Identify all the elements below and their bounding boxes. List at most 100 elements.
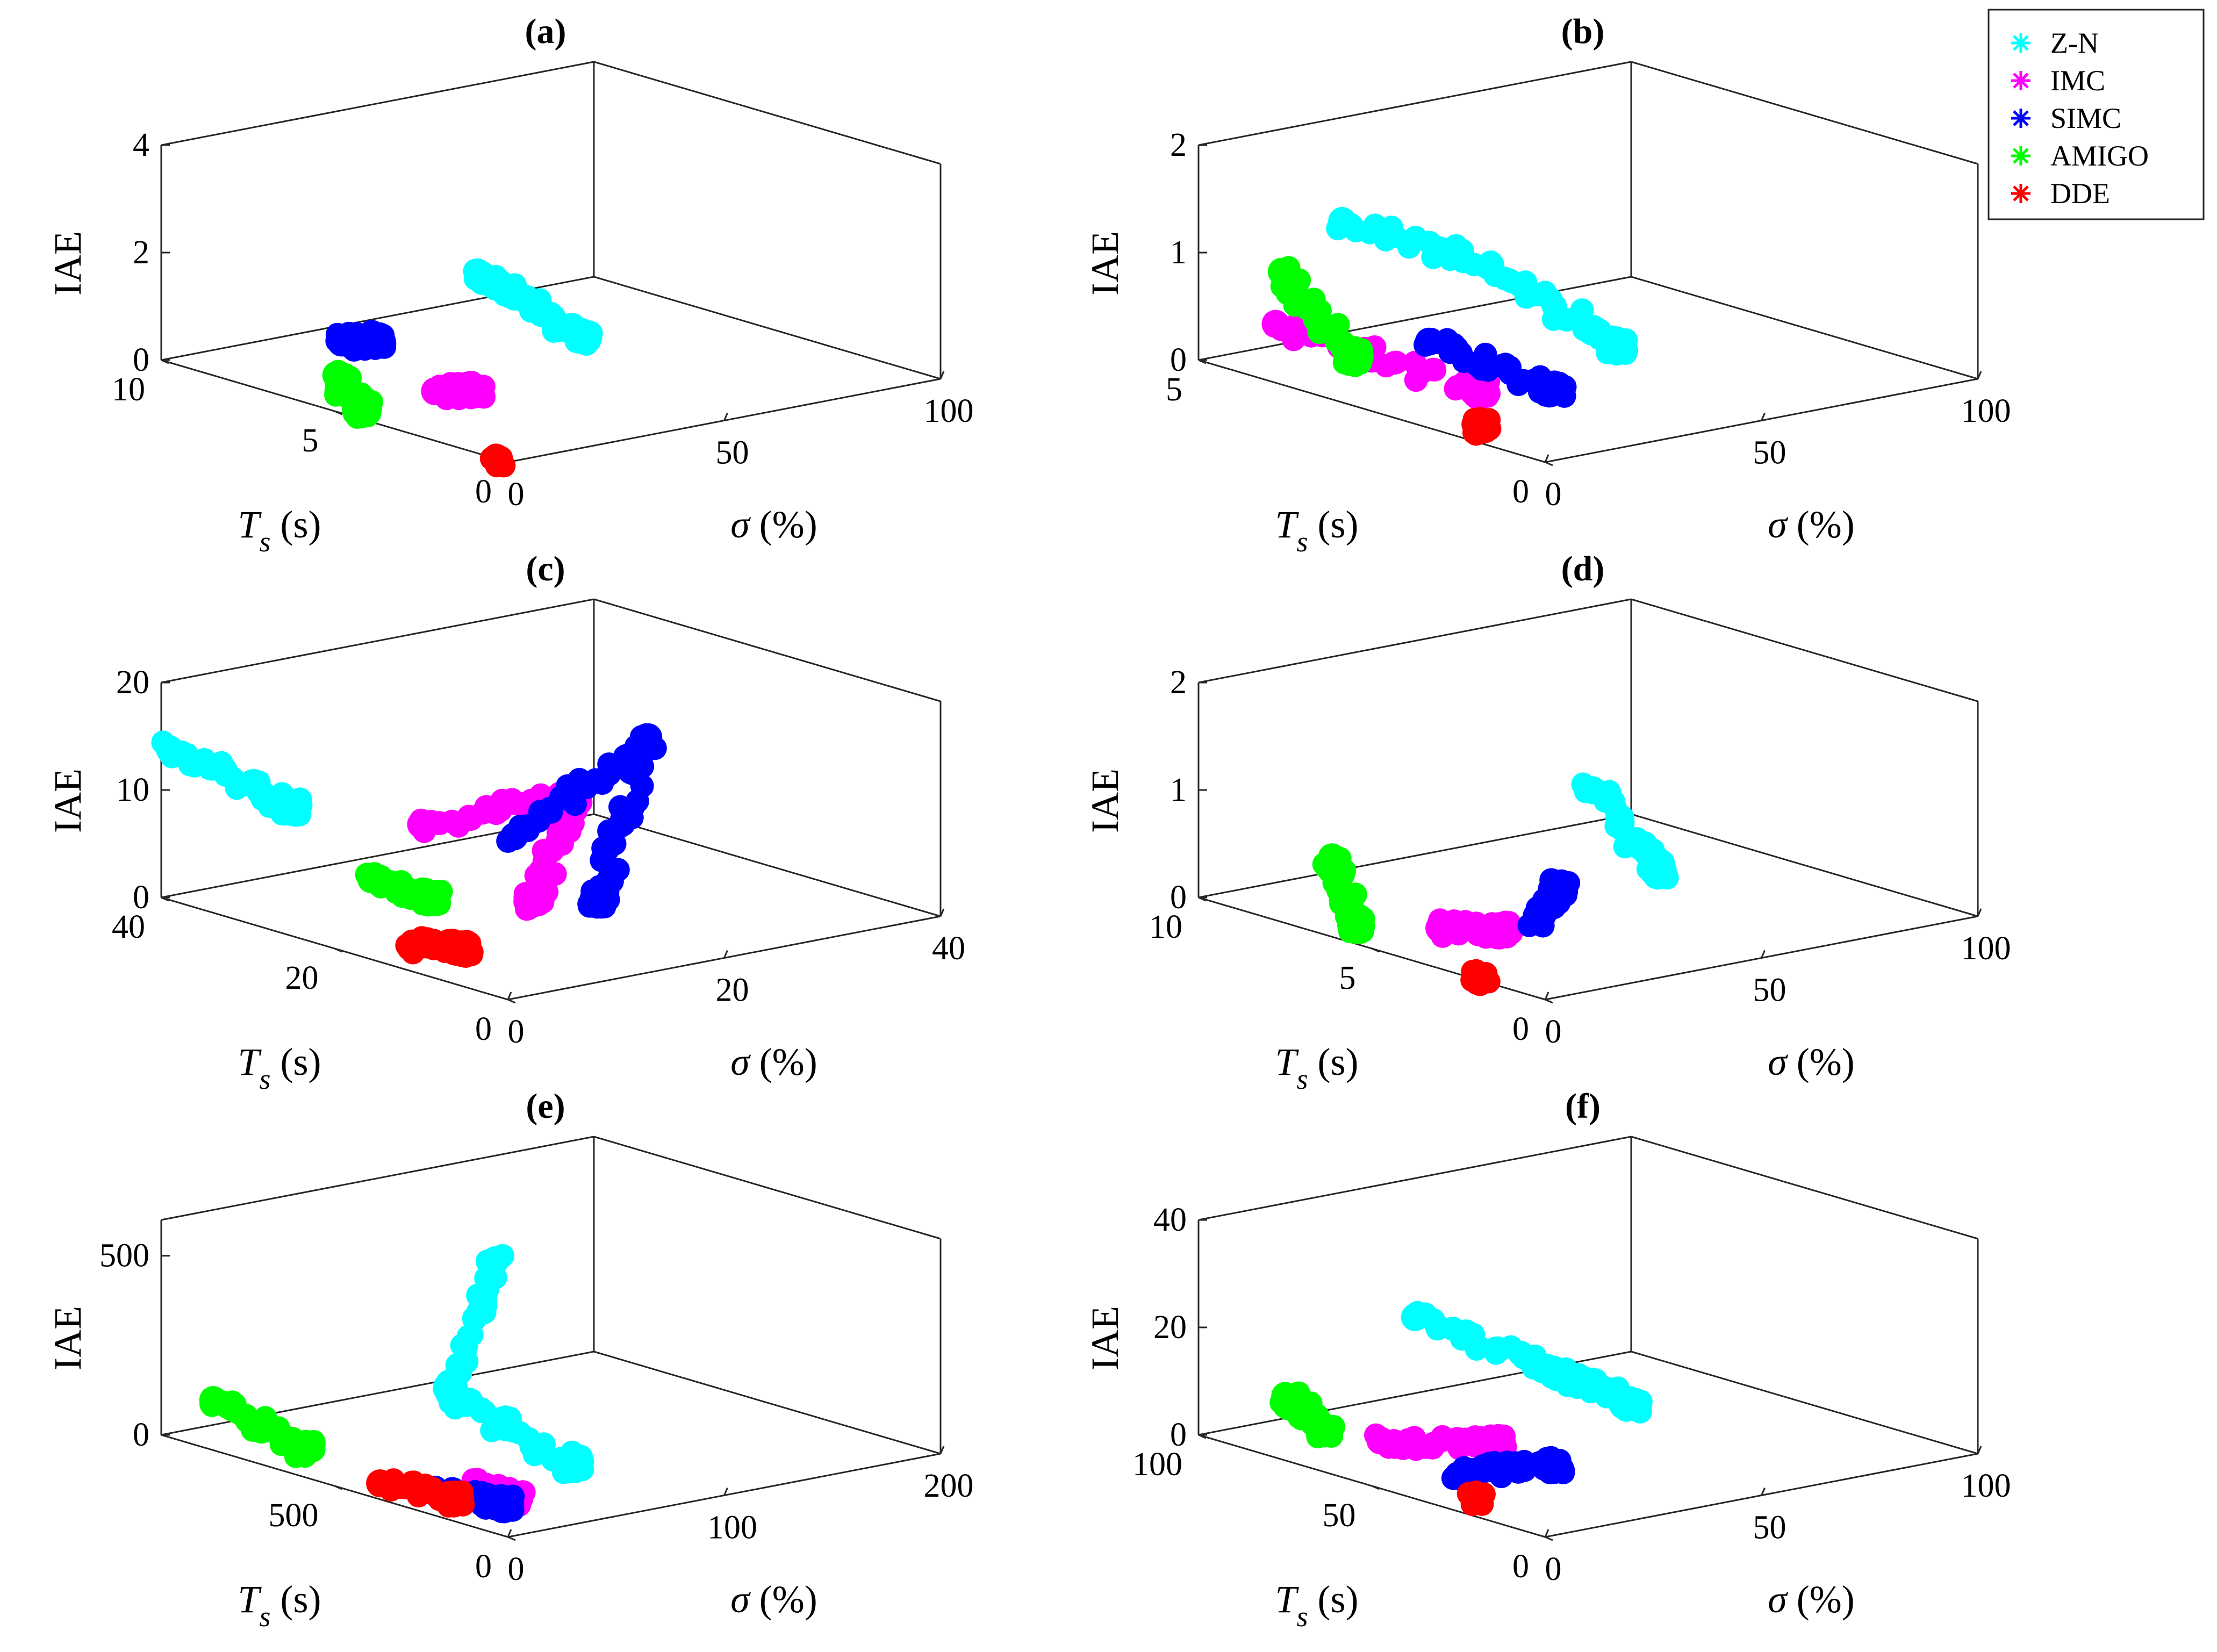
y-tick-mark — [334, 1485, 343, 1490]
point-cloud-mark — [1351, 914, 1375, 938]
x-axis-label-symbol: σ — [1768, 1040, 1788, 1083]
z-axis-label: IAE — [1084, 1306, 1127, 1370]
point-cloud-mark — [354, 404, 378, 428]
panel-e: 0 100 200 0 500 0 500 σ (%) Ts (s) IAE (e) — [46, 1087, 974, 1633]
y-axis-label-subscript: s — [260, 1063, 271, 1095]
x-tick-mark — [1544, 1529, 1549, 1538]
x-tick-label: 200 — [924, 1468, 974, 1504]
x-axis-label-symbol: σ — [730, 503, 751, 546]
y-axis-label-symbol: T — [238, 1578, 262, 1621]
y-tick-mark — [507, 1536, 516, 1541]
x-tick-mark — [1977, 371, 1982, 379]
y-tick-mark — [334, 947, 343, 953]
x-tick-mark — [723, 950, 728, 959]
point-cloud-mark — [1538, 374, 1562, 398]
y-axis-label: Ts (s) — [1275, 503, 1358, 558]
z-tick-label: 2 — [133, 234, 149, 271]
point-cloud-mark — [513, 882, 537, 906]
y-axis-label-symbol: T — [1275, 1578, 1299, 1621]
legend-item-amigo: AMIGO — [2011, 140, 2149, 172]
legend-marker-asterisk — [2013, 110, 2029, 126]
x-tick-mark — [507, 1529, 512, 1538]
series-simc — [325, 320, 397, 362]
x-tick-mark — [939, 371, 945, 379]
z-axis-label: IAE — [46, 1306, 89, 1370]
z-tick-label: 0 — [1170, 879, 1187, 916]
point-cloud-mark — [590, 848, 614, 872]
y-axis-label-subscript: s — [1297, 1600, 1308, 1633]
series-amigo — [1312, 843, 1375, 944]
series-dde — [395, 926, 484, 968]
x-axis-label-unit: (%) — [750, 1578, 817, 1621]
point-cloud-mark — [288, 788, 312, 812]
x-tick-mark — [1761, 950, 1766, 959]
series-dde — [1457, 1480, 1496, 1517]
point-cloud-mark — [1485, 918, 1509, 942]
y-tick-label: 5 — [1166, 371, 1182, 408]
point-cloud-mark — [1479, 1428, 1503, 1452]
legend-marker-asterisk — [2013, 73, 2029, 89]
right-top-edge — [1631, 61, 1978, 165]
back-top-edge — [161, 61, 594, 146]
point-cloud-mark — [1332, 350, 1357, 375]
y-tick-mark — [1545, 461, 1553, 466]
series-z-n — [1571, 772, 1679, 890]
legend-item-dde: DDE — [2011, 177, 2110, 210]
x-tick-label: 20 — [716, 972, 749, 1009]
y-tick-label: 0 — [475, 1548, 492, 1585]
x-tick-mark — [1544, 454, 1549, 463]
series-z-n — [1326, 207, 1639, 366]
point-cloud-mark — [1421, 245, 1445, 269]
point-cloud-mark — [580, 879, 605, 903]
y-axis-label: Ts (s) — [1275, 1578, 1358, 1633]
panel-title: (c) — [526, 549, 565, 588]
x-axis-label-symbol: σ — [1768, 1578, 1788, 1621]
x-tick-label: 0 — [508, 1551, 525, 1588]
z-tick-label: 1 — [1170, 234, 1187, 271]
right-floor-edge — [1631, 276, 1978, 380]
right-top-edge — [593, 1136, 941, 1240]
x-axis-label: σ (%) — [730, 503, 817, 546]
y-tick-mark — [334, 410, 343, 415]
series-simc — [1441, 1446, 1575, 1490]
back-top-edge — [1198, 1136, 1632, 1221]
x-tick-label: 100 — [1961, 1468, 2011, 1504]
x-axis-label-symbol: σ — [730, 1578, 751, 1621]
point-cloud-mark — [370, 326, 394, 350]
point-cloud-mark — [1613, 331, 1638, 355]
right-floor-edge — [593, 276, 941, 380]
back-top-edge — [1198, 61, 1632, 146]
legend-marker-asterisk — [2013, 148, 2029, 164]
y-tick-mark — [1545, 999, 1553, 1004]
point-cloud-mark — [479, 447, 504, 471]
series-simc — [1414, 327, 1577, 408]
y-axis-label-unit: (s) — [271, 1578, 321, 1621]
legend-item-imc: IMC — [2011, 64, 2105, 97]
x-tick-label: 0 — [508, 476, 525, 513]
point-cloud-mark — [437, 1481, 462, 1505]
y-axis-label-subscript: s — [260, 1600, 271, 1633]
x-tick-label: 0 — [1545, 476, 1562, 513]
series-dde — [1460, 959, 1501, 996]
x-tick-mark — [723, 412, 728, 421]
y-axis-label-unit: (s) — [271, 1040, 321, 1083]
series-amigo — [355, 862, 453, 917]
point-cloud-mark — [1384, 350, 1408, 375]
x-tick-label: 0 — [1545, 1551, 1562, 1588]
x-axis-label-symbol: σ — [730, 1040, 751, 1083]
x-tick-mark — [507, 992, 512, 1000]
back-top-edge — [161, 598, 594, 684]
right-top-edge — [1631, 1136, 1978, 1240]
z-axis-label: IAE — [46, 768, 89, 833]
legend-label: AMIGO — [2050, 140, 2149, 172]
back-floor-edge — [1198, 276, 1632, 361]
point-cloud-mark — [578, 326, 602, 350]
point-cloud-mark — [1464, 422, 1488, 446]
legend-label: Z-N — [2050, 27, 2099, 59]
legend-marker-asterisk — [2013, 185, 2029, 202]
series-imc — [407, 781, 593, 921]
y-axis-label-unit: (s) — [1308, 1040, 1359, 1083]
z-tick-label: 500 — [99, 1238, 149, 1274]
